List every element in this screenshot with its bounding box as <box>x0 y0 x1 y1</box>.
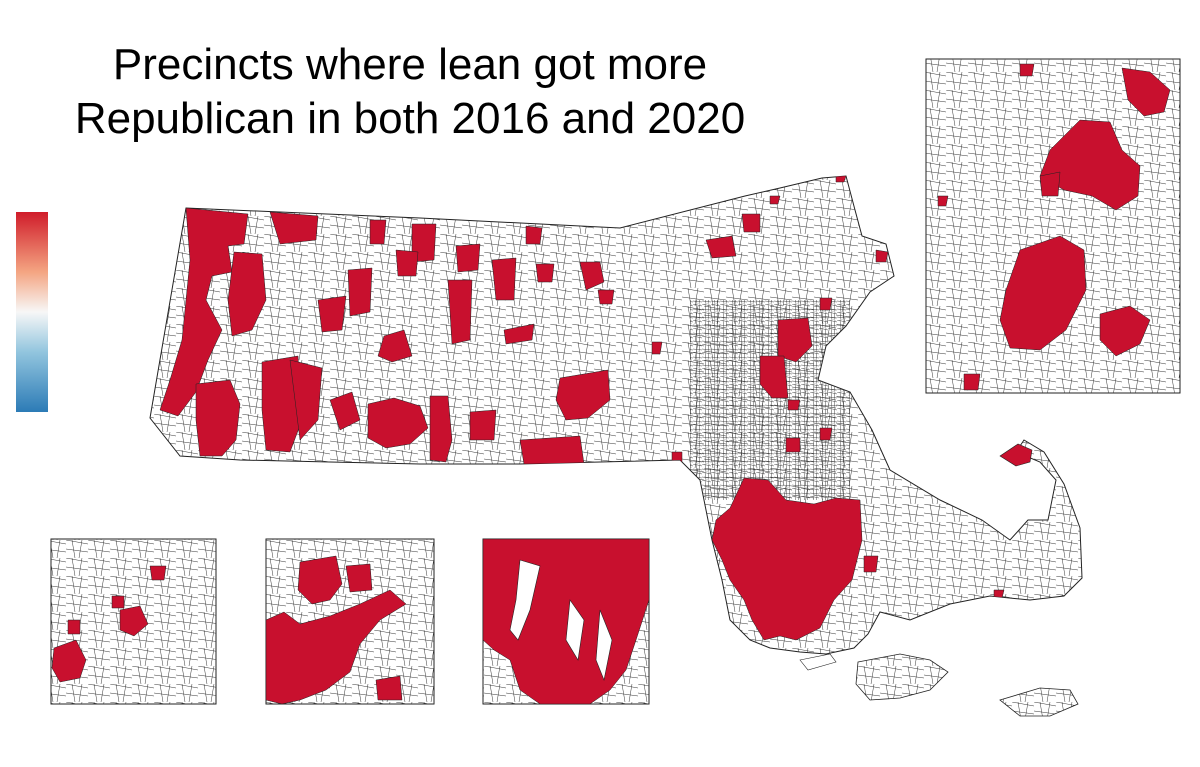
elizabeth-islands <box>799 653 837 671</box>
southeast-inset <box>482 538 650 705</box>
title-line-2: Republican in both 2016 and 2020 <box>74 94 746 143</box>
boston-inset <box>925 58 1181 394</box>
nantucket <box>999 687 1079 717</box>
color-scale-legend <box>16 212 48 412</box>
map-title: Precincts where lean got more Republican… <box>20 38 800 146</box>
central-inset <box>265 538 435 705</box>
provincetown-precinct <box>999 443 1033 467</box>
highlighted-precincts <box>159 176 1005 641</box>
western-inset <box>50 538 217 705</box>
marthas-vineyard <box>855 653 949 701</box>
title-line-1: Precincts where lean got more <box>112 40 708 89</box>
